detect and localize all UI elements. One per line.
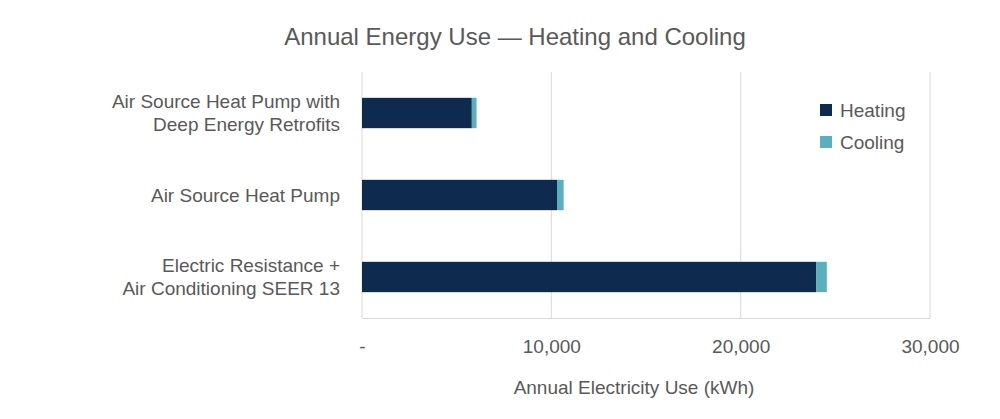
tick-label: Air Source Heat Pump bbox=[151, 185, 340, 206]
legend-swatch bbox=[820, 136, 832, 148]
grid bbox=[362, 72, 930, 318]
bar bbox=[362, 262, 816, 292]
legend-swatch bbox=[820, 104, 832, 116]
bar bbox=[557, 180, 564, 210]
tick-label: Air Source Heat Pump withDeep Energy Ret… bbox=[112, 91, 340, 135]
tick: - bbox=[359, 318, 365, 357]
bars bbox=[362, 98, 827, 292]
tick-label: Electric Resistance +Air Conditioning SE… bbox=[122, 255, 340, 299]
grid-line bbox=[930, 72, 931, 318]
y-axis: Air Source Heat Pump withDeep Energy Ret… bbox=[112, 91, 362, 299]
title: Annual Energy Use — Heating and Cooling bbox=[284, 23, 746, 50]
plot: - 10,000 20,000 30,000 Air Source Heat Pump … bbox=[112, 72, 960, 357]
legend: Heating Cooling bbox=[820, 100, 906, 153]
axis-line bbox=[363, 318, 931, 319]
legend-label: Heating bbox=[840, 100, 906, 121]
bar bbox=[472, 98, 477, 128]
legend-item: Cooling bbox=[820, 132, 904, 153]
tick-label: 20,000 bbox=[712, 336, 770, 357]
legend-label: Cooling bbox=[840, 132, 904, 153]
tick-label: 30,000 bbox=[901, 336, 959, 357]
tick-label: - bbox=[359, 336, 365, 357]
bar bbox=[362, 180, 557, 210]
tick: 20,000 bbox=[712, 318, 770, 357]
series bbox=[362, 98, 816, 292]
chart: Annual Energy Use — Heating and Cooling -… bbox=[0, 0, 1000, 419]
bar bbox=[816, 262, 826, 292]
x-axis: - 10,000 20,000 30,000 bbox=[359, 318, 959, 357]
tick-label: 10,000 bbox=[523, 336, 581, 357]
axis-title: Annual Electricity Use (kWh) bbox=[514, 377, 755, 398]
tick: 30,000 bbox=[901, 318, 959, 357]
series bbox=[472, 98, 827, 292]
tick: Electric Resistance +Air Conditioning SE… bbox=[122, 255, 362, 299]
legend-item: Heating bbox=[820, 100, 906, 121]
bar bbox=[362, 98, 472, 128]
tick: 10,000 bbox=[523, 318, 581, 357]
tick: Air Source Heat Pump bbox=[151, 185, 362, 206]
tick: Air Source Heat Pump withDeep Energy Ret… bbox=[112, 91, 362, 135]
